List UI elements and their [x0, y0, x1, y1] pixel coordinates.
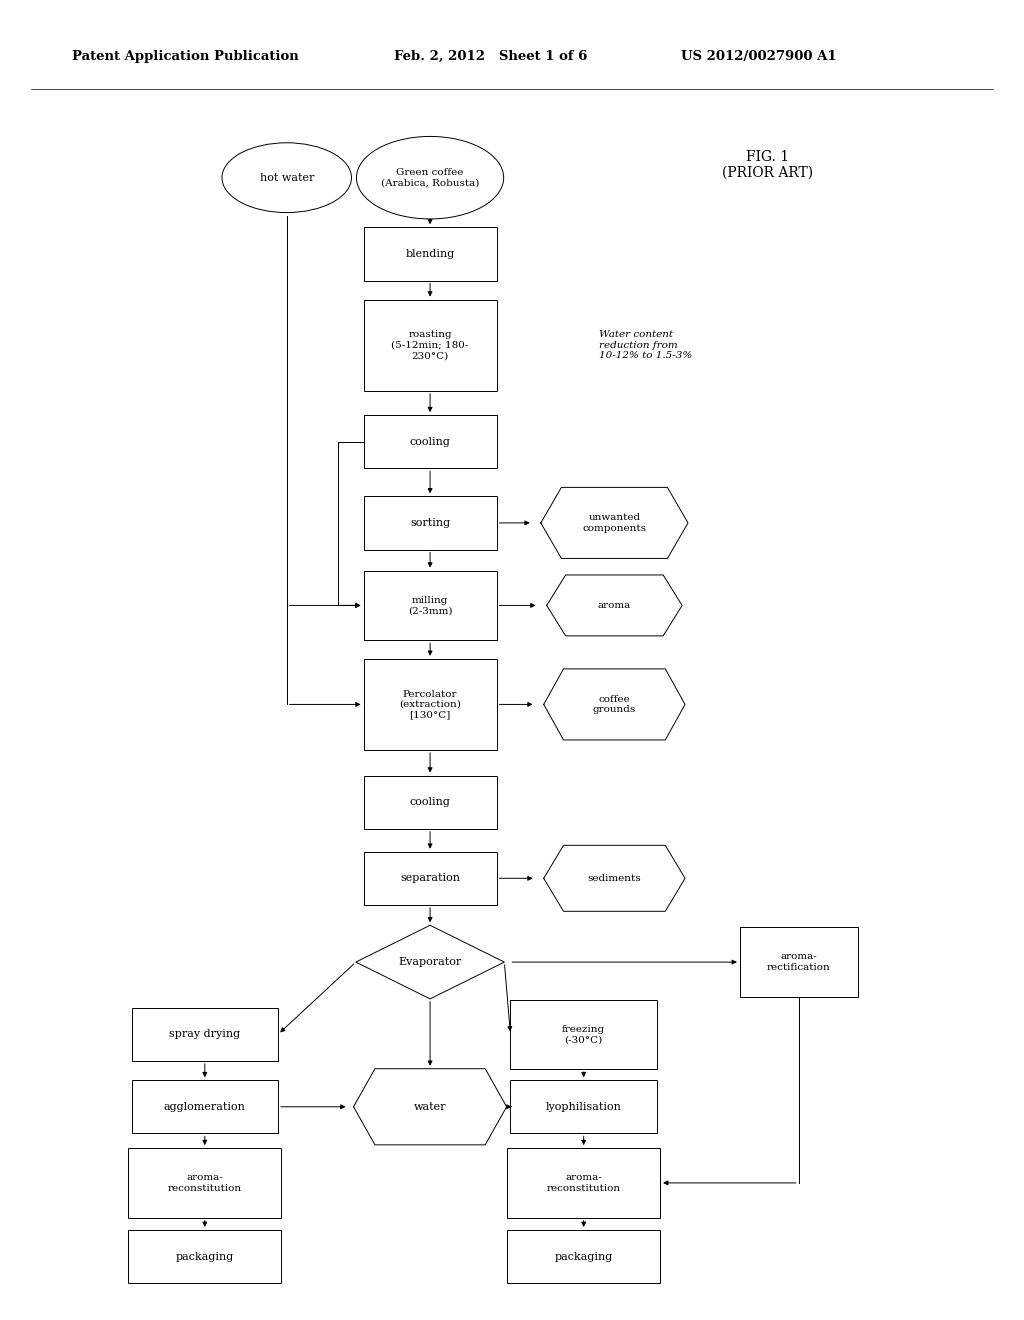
- Text: separation: separation: [400, 874, 460, 883]
- Polygon shape: [541, 487, 688, 558]
- Polygon shape: [547, 576, 682, 636]
- Text: blending: blending: [406, 249, 455, 259]
- FancyBboxPatch shape: [364, 300, 497, 391]
- FancyBboxPatch shape: [131, 1007, 279, 1061]
- FancyBboxPatch shape: [507, 1230, 660, 1283]
- FancyBboxPatch shape: [364, 776, 497, 829]
- FancyBboxPatch shape: [128, 1230, 282, 1283]
- FancyBboxPatch shape: [128, 1148, 282, 1218]
- FancyBboxPatch shape: [364, 227, 497, 281]
- Text: water: water: [414, 1102, 446, 1111]
- Text: packaging: packaging: [176, 1251, 233, 1262]
- Text: roasting
(5-12min; 180-
230°C): roasting (5-12min; 180- 230°C): [391, 330, 469, 360]
- Text: sorting: sorting: [410, 517, 451, 528]
- Polygon shape: [353, 1069, 507, 1144]
- Text: cooling: cooling: [410, 797, 451, 807]
- Polygon shape: [356, 925, 504, 999]
- Ellipse shape: [356, 136, 504, 219]
- Text: lyophilisation: lyophilisation: [546, 1102, 622, 1111]
- Text: freezing
(-30°C): freezing (-30°C): [562, 1024, 605, 1044]
- Text: milling
(2-3mm): milling (2-3mm): [408, 595, 453, 615]
- Text: Patent Application Publication: Patent Application Publication: [72, 50, 298, 63]
- Text: Percolator
(extraction)
[130°C]: Percolator (extraction) [130°C]: [399, 689, 461, 719]
- Text: Evaporator: Evaporator: [398, 957, 462, 968]
- Text: cooling: cooling: [410, 437, 451, 446]
- FancyBboxPatch shape: [510, 999, 657, 1069]
- FancyBboxPatch shape: [364, 570, 497, 640]
- Text: coffee
grounds: coffee grounds: [593, 694, 636, 714]
- Text: aroma-
reconstitution: aroma- reconstitution: [168, 1173, 242, 1193]
- Text: spray drying: spray drying: [169, 1030, 241, 1039]
- Text: Water content
reduction from
10-12% to 1.5-3%: Water content reduction from 10-12% to 1…: [599, 330, 692, 360]
- Text: packaging: packaging: [555, 1251, 612, 1262]
- Text: hot water: hot water: [259, 173, 314, 182]
- Text: aroma: aroma: [598, 601, 631, 610]
- FancyBboxPatch shape: [131, 1080, 279, 1134]
- FancyBboxPatch shape: [364, 659, 497, 750]
- FancyBboxPatch shape: [507, 1148, 660, 1218]
- Text: FIG. 1
(PRIOR ART): FIG. 1 (PRIOR ART): [722, 150, 813, 180]
- Polygon shape: [544, 845, 685, 911]
- FancyBboxPatch shape: [364, 851, 497, 906]
- Text: US 2012/0027900 A1: US 2012/0027900 A1: [681, 50, 837, 63]
- Text: agglomeration: agglomeration: [164, 1102, 246, 1111]
- FancyBboxPatch shape: [739, 927, 858, 997]
- Text: Feb. 2, 2012   Sheet 1 of 6: Feb. 2, 2012 Sheet 1 of 6: [394, 50, 588, 63]
- FancyBboxPatch shape: [364, 414, 497, 469]
- FancyBboxPatch shape: [510, 1080, 657, 1134]
- Text: Green coffee
(Arabica, Robusta): Green coffee (Arabica, Robusta): [381, 168, 479, 187]
- Ellipse shape: [222, 143, 351, 213]
- Text: aroma-
rectification: aroma- rectification: [767, 952, 830, 972]
- FancyBboxPatch shape: [364, 496, 497, 549]
- Polygon shape: [544, 669, 685, 741]
- Text: aroma-
reconstitution: aroma- reconstitution: [547, 1173, 621, 1193]
- Text: sediments: sediments: [588, 874, 641, 883]
- Text: unwanted
components: unwanted components: [583, 513, 646, 533]
